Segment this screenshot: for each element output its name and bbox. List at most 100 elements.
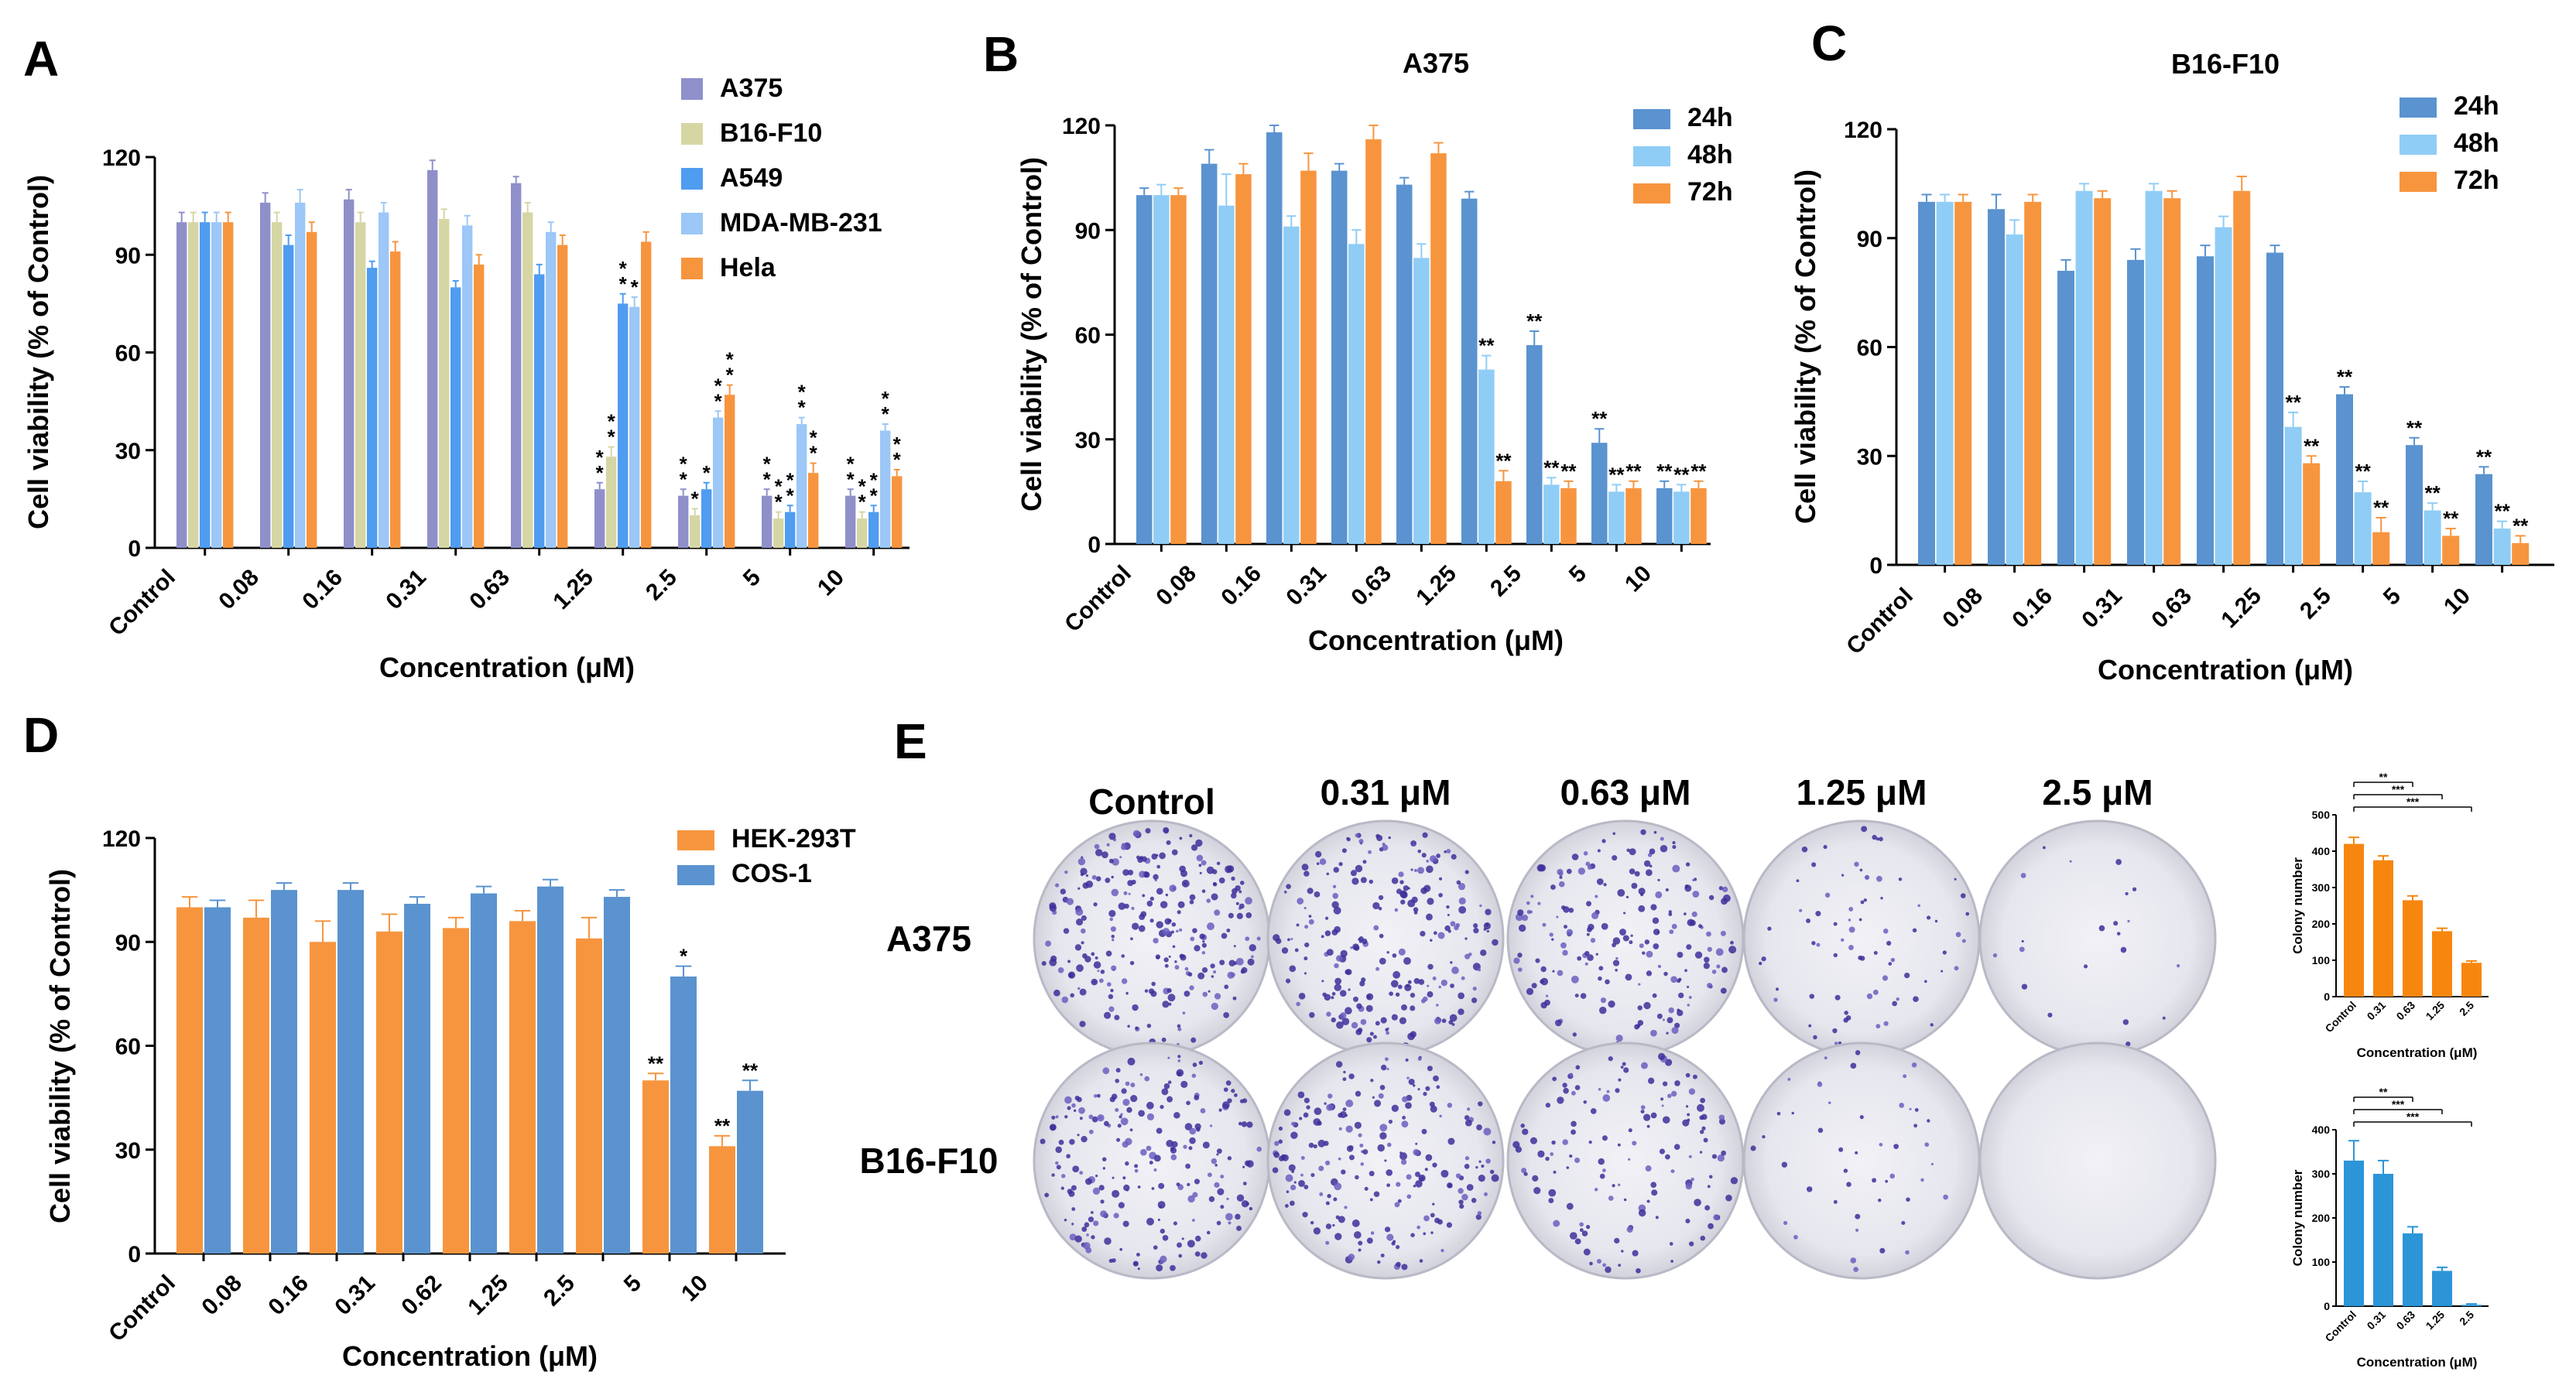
colony-dot: [1413, 907, 1419, 912]
colony-dot: [1646, 950, 1653, 958]
colony-dot: [1177, 1055, 1181, 1059]
colony-dot: [1331, 992, 1336, 996]
colony-dot: [1876, 875, 1882, 882]
colony-dot: [1432, 1202, 1435, 1206]
colony-dot: [1477, 968, 1482, 972]
colony-dot: [1130, 1083, 1136, 1088]
colony-dot: [1132, 1004, 1139, 1011]
colony-dish: [1033, 819, 1271, 1058]
significance-A: *: [680, 452, 688, 475]
colony-dot: [1113, 1213, 1119, 1219]
colony-dot: [1355, 864, 1363, 873]
colony-dot: [1360, 1019, 1367, 1025]
colony-dot: [1670, 1169, 1675, 1174]
colony-dot: [1273, 1151, 1280, 1158]
colony-dot: [1102, 1067, 1110, 1075]
colony-dot: [1602, 1263, 1606, 1267]
y-tick-label-A: 120: [102, 145, 141, 171]
colony-dot: [1451, 853, 1457, 860]
panel-label-D: D: [23, 707, 59, 763]
bar-A-B16-F10: [522, 212, 533, 548]
colony-dot: [1598, 1158, 1605, 1165]
colony-dot: [1677, 1009, 1684, 1017]
colony-dot: [1338, 1157, 1341, 1161]
colony-dot: [1149, 918, 1154, 923]
colony-dot: [1055, 1115, 1059, 1119]
colony-dot: [1135, 1026, 1139, 1030]
bar-C-24h: [2406, 445, 2423, 565]
colony-dot: [1850, 1062, 1857, 1069]
colony-dot: [1336, 1021, 1344, 1029]
colony-dot: [1413, 868, 1417, 873]
colony-dot: [1684, 884, 1689, 889]
colony-dot: [1660, 836, 1664, 841]
colony-dot: [1187, 1182, 1190, 1186]
colony-dot: [1885, 1179, 1889, 1183]
colony-dot: [1537, 1150, 1545, 1158]
colony-dot: [1406, 1194, 1412, 1199]
colony-dot: [1669, 929, 1674, 935]
colony-dot: [1093, 961, 1101, 969]
x-axis-label-A: Concentration (μM): [379, 652, 635, 683]
colony-dot: [1848, 945, 1854, 950]
colony-dot: [1686, 944, 1692, 950]
colony-dot: [1518, 924, 1526, 932]
legend-swatch-A: [681, 123, 703, 145]
mini-x-tick-label: 0.31: [2365, 1308, 2389, 1332]
colony-dot: [1806, 1186, 1813, 1192]
concentration-header: 0.31 μM: [1321, 772, 1451, 812]
colony-dot: [1362, 860, 1367, 864]
colony-dot: [1421, 853, 1427, 858]
colony-dot: [1359, 1143, 1364, 1148]
colony-dot: [1623, 912, 1626, 915]
colony-dot: [1355, 1175, 1359, 1180]
colony-dot: [1055, 1161, 1059, 1165]
colony-dot: [1056, 1165, 1061, 1170]
bar-A-MDA-MB-231: [379, 212, 389, 548]
colony-dot: [1464, 870, 1469, 874]
colony-dot: [1537, 901, 1541, 905]
bar-A-A549: [367, 268, 378, 548]
colony-dot: [1354, 1231, 1362, 1239]
legend-label-A: B16-F10: [720, 118, 822, 148]
colony-dish: [1033, 1042, 1271, 1280]
colony-dot: [1228, 959, 1235, 966]
colony-dot: [1477, 1211, 1482, 1216]
colony-dot: [1904, 972, 1910, 979]
colony-dot: [1725, 1194, 1732, 1202]
colony-dot: [1138, 1110, 1145, 1117]
colony-dot: [1234, 1093, 1238, 1097]
colony-dot: [1220, 1205, 1225, 1209]
colony-dot: [1091, 978, 1098, 986]
colony-dot: [1184, 1123, 1193, 1130]
colony-dot: [1076, 964, 1084, 972]
significance-B: **: [1690, 460, 1707, 483]
x-tick-label-B: 1.25: [1411, 561, 1461, 611]
colony-dot: [1210, 1124, 1213, 1127]
colony-dot: [1441, 1018, 1447, 1024]
x-tick-label-C: 1.25: [2216, 583, 2266, 634]
significance-B: **: [1608, 463, 1625, 486]
colony-dot: [1418, 979, 1425, 985]
colony-dot: [1088, 1114, 1094, 1120]
colony-dot: [1667, 1093, 1672, 1099]
colony-dot: [2115, 859, 2122, 865]
colony-dot: [1139, 871, 1146, 878]
colony-dot: [1196, 1127, 1201, 1132]
colony-dot: [1377, 1144, 1386, 1152]
colony-dot: [1639, 943, 1644, 949]
colony-dot: [1391, 877, 1399, 884]
colony-dot: [1118, 1202, 1125, 1209]
colony-dot: [1832, 1028, 1838, 1034]
colony-dot: [1112, 1176, 1115, 1179]
colony-dot: [1522, 1128, 1529, 1135]
colony-dot: [1530, 1137, 1538, 1144]
bar-C-48h: [2354, 492, 2372, 565]
colony-dot: [1834, 1042, 1838, 1045]
colony-dot: [1875, 837, 1879, 841]
colony-dot: [1859, 1115, 1864, 1120]
y-tick-label-A: 90: [115, 243, 141, 269]
colony-dot: [1456, 880, 1461, 885]
colony-dot: [1464, 953, 1471, 959]
